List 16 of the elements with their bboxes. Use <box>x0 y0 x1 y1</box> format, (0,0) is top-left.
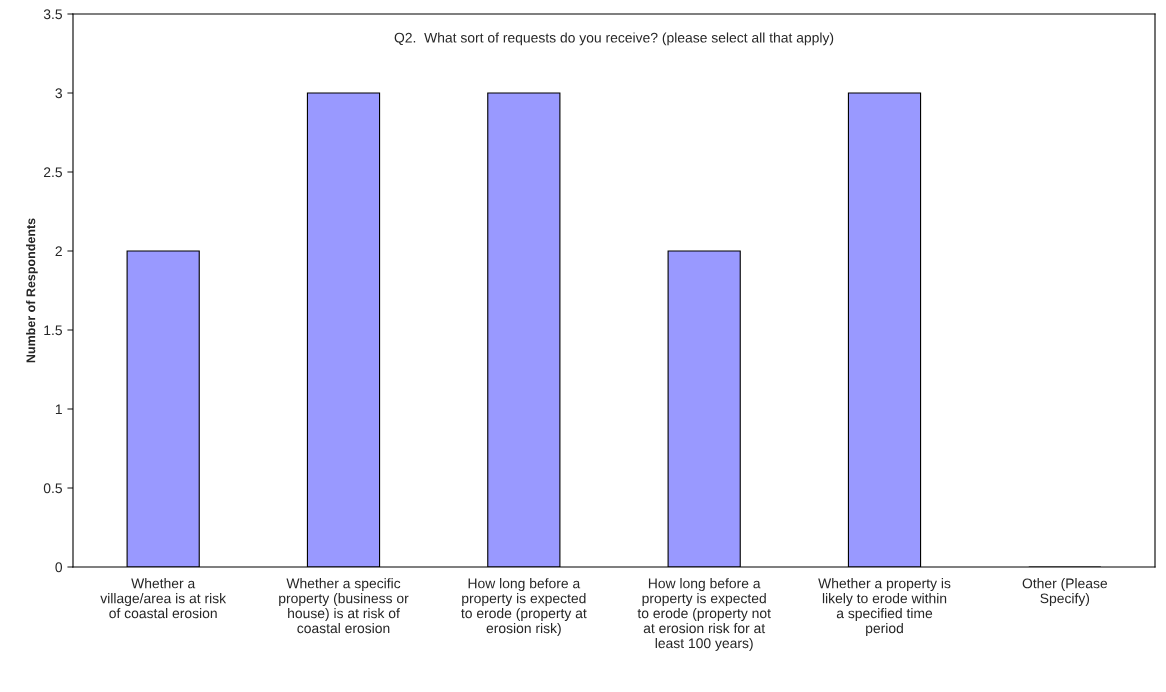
x-tick-label: Whether a specific property (business or house) is at risk of coastal erosion <box>279 578 409 634</box>
x-tick-label: How long before a property is expected to erode (property at erosion risk) <box>461 578 587 636</box>
x-tick-label: Whether a village/area is at risk of coastal erosion <box>100 578 227 619</box>
y-axis-title: Number of Respondents <box>26 218 38 363</box>
y-tick-label: 2 <box>55 246 62 257</box>
x-tick-label: Other (Please Specify) <box>1022 578 1108 607</box>
y-tick-label: 3.5 <box>43 9 62 20</box>
y-tick-label: 0.5 <box>43 483 62 494</box>
x-tick-label: How long before a property is expected to erode (property not at erosion risk for at least 100 years) <box>637 578 771 651</box>
text: Q2. What sort of requests do you receive? (please select all that apply) <box>394 32 834 46</box>
y-tick-label: 1.5 <box>44 325 62 336</box>
y-tick-label: 2.5 <box>43 167 62 178</box>
y-tick-label: 0 <box>55 562 63 573</box>
x-tick-label: Whether a property is likely to erode within a specified time period <box>818 578 951 636</box>
y-tick-label: 3 <box>55 88 62 99</box>
y-tick-label: 1 <box>55 404 62 415</box>
